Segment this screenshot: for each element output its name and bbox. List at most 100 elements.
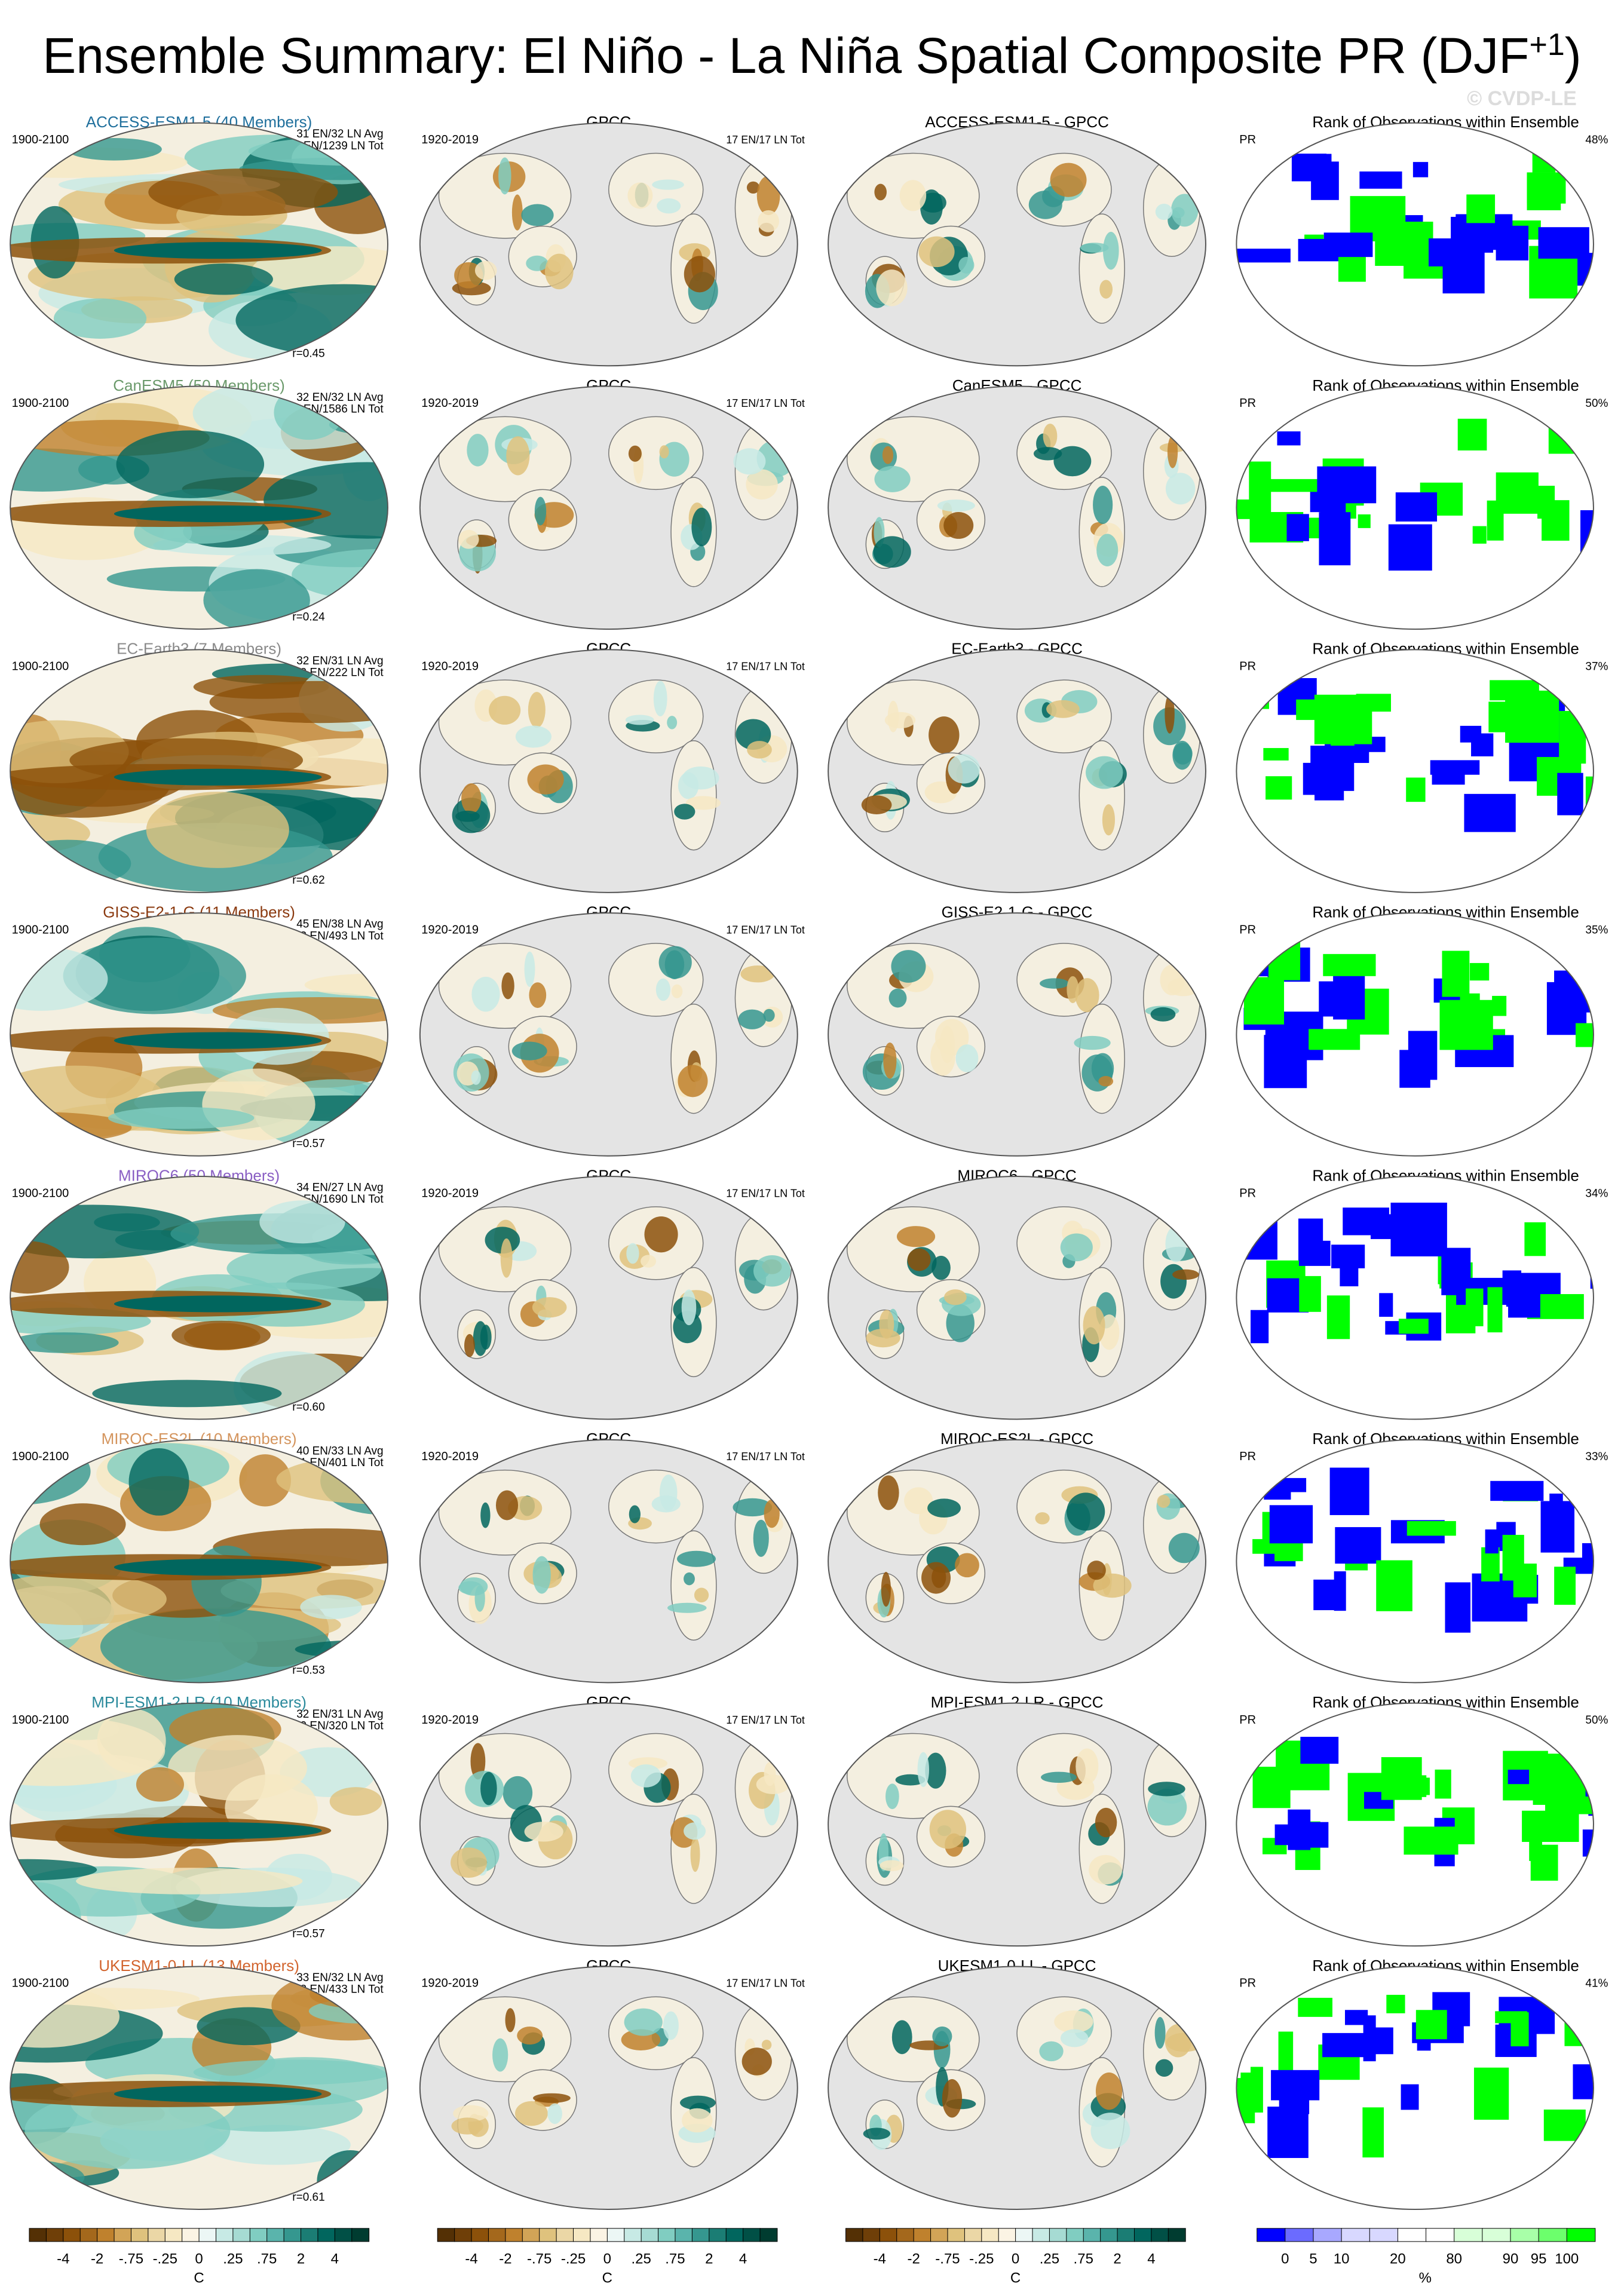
- rank-percent: 50%: [1585, 1714, 1608, 1727]
- rank-percent: 34%: [1585, 1187, 1608, 1200]
- model-period: 1900-2100: [12, 1187, 69, 1200]
- map-pattern: [1086, 756, 1123, 789]
- colorbar-label: 80: [1446, 2251, 1462, 2267]
- map-pattern: [76, 1868, 303, 1895]
- map: [419, 1703, 798, 1946]
- colorbar-label: 5: [1309, 2251, 1317, 2267]
- map-pattern: [1557, 772, 1583, 816]
- colorbar-swatch: [913, 2228, 931, 2242]
- map-pattern: [690, 1837, 700, 1872]
- map-pattern: [300, 1595, 362, 1620]
- map-pattern: [517, 2027, 543, 2045]
- map-pattern: [1513, 1564, 1537, 1598]
- map: [419, 386, 798, 630]
- map-pattern: [733, 448, 766, 475]
- map-pattern: [1150, 1007, 1176, 1022]
- map-pattern: [682, 766, 719, 790]
- model-avg: 32 EN/31 LN Avg: [296, 655, 383, 667]
- map-pattern: [461, 783, 482, 814]
- map-pattern: [667, 716, 678, 729]
- land: [438, 1733, 572, 1819]
- colorbar-swatch: [1066, 2228, 1084, 2242]
- map-pattern: [1580, 510, 1594, 559]
- map: [10, 1176, 388, 1420]
- map-pattern: [1305, 1822, 1329, 1848]
- map-pattern: [1588, 1798, 1594, 1816]
- model-correlation: r=0.45: [292, 348, 324, 360]
- colorbar-swatch: [930, 2228, 948, 2242]
- map-pattern: [521, 204, 554, 226]
- map: [828, 386, 1206, 630]
- map-pattern: [1524, 1222, 1546, 1256]
- map-pattern: [213, 1528, 388, 1567]
- map-pattern: [1075, 978, 1099, 1013]
- map-pattern: [500, 1238, 513, 1278]
- map-pattern: [1074, 1035, 1111, 1050]
- colorbar-swatch: [79, 2228, 98, 2242]
- map-pattern: [753, 1255, 791, 1287]
- map-pattern: [495, 1490, 519, 1521]
- obs-tot: 17 EN/17 LN Tot: [726, 1451, 805, 1463]
- colorbar-label: 100: [1555, 2251, 1579, 2267]
- map-pattern: [128, 1448, 189, 1516]
- colorbar-swatch: [266, 2228, 285, 2242]
- map-pattern: [733, 1498, 773, 1517]
- map-pattern: [1401, 2084, 1419, 2110]
- map-pattern: [116, 430, 265, 498]
- map-pattern: [1323, 232, 1373, 257]
- colorbar-swatch: [556, 2228, 574, 2242]
- colorbar-swatch: [691, 2228, 710, 2242]
- colorbar-label: 2: [1113, 2251, 1121, 2267]
- colorbar-swatch: [539, 2228, 557, 2242]
- colorbar-label: 2: [297, 2251, 305, 2267]
- map-pattern: [629, 1505, 641, 1523]
- map-pattern: [874, 465, 911, 492]
- model-correlation: r=0.57: [292, 1138, 324, 1150]
- map-pattern: [451, 2117, 483, 2135]
- colorbar-label: .25: [631, 2251, 651, 2267]
- map-pattern: [1298, 1997, 1332, 2017]
- map-pattern: [1457, 418, 1487, 450]
- map-pattern: [955, 1044, 979, 1072]
- map-pattern: [907, 1248, 931, 1271]
- colorbar-swatch: [63, 2228, 81, 2242]
- obs-tot: 17 EN/17 LN Tot: [726, 1187, 805, 1199]
- map-pattern: [458, 529, 479, 549]
- map-pattern: [880, 1860, 904, 1872]
- map-pattern: [899, 180, 927, 211]
- watermark: © CVDP-LE: [1467, 87, 1577, 110]
- map-pattern: [920, 192, 946, 213]
- map-pattern: [1041, 1771, 1077, 1783]
- map-pattern: [1050, 163, 1087, 197]
- model-correlation: r=0.61: [292, 2191, 324, 2203]
- model-period: 1900-2100: [12, 1713, 69, 1727]
- title-main: Ensemble Summary: El Niño - La Niña Spat…: [42, 27, 1529, 84]
- map-pattern: [114, 242, 322, 259]
- model-correlation: r=0.60: [292, 1401, 324, 1414]
- map-pattern: [1239, 1208, 1277, 1260]
- obs-period: 1920-2019: [421, 660, 479, 673]
- colorbar-swatch: [1100, 2228, 1119, 2242]
- map-pattern: [918, 236, 955, 268]
- colorbar-swatch: [488, 2228, 506, 2242]
- map-pattern: [1168, 1532, 1200, 1564]
- map-pattern: [943, 511, 974, 539]
- rank-variable: PR: [1239, 1713, 1256, 1727]
- rank-variable: PR: [1239, 660, 1256, 673]
- map-pattern: [1464, 793, 1516, 832]
- map-pattern: [455, 810, 480, 822]
- map-frame: [10, 1966, 388, 2210]
- map: [1236, 122, 1594, 366]
- colorbar-swatch: [1341, 2228, 1371, 2242]
- map-pattern: [667, 1602, 707, 1613]
- map-pattern: [148, 168, 338, 216]
- map-pattern: [1249, 461, 1271, 514]
- map-pattern: [1299, 1276, 1321, 1312]
- map-pattern: [1237, 249, 1291, 263]
- map-pattern: [1527, 172, 1566, 204]
- rank-variable: PR: [1239, 133, 1256, 146]
- map-pattern: [1359, 171, 1402, 189]
- colorbar-swatch: [1083, 2228, 1101, 2242]
- model-period: 1900-2100: [12, 1977, 69, 1990]
- model-avg: 40 EN/33 LN Avg: [296, 1445, 383, 1457]
